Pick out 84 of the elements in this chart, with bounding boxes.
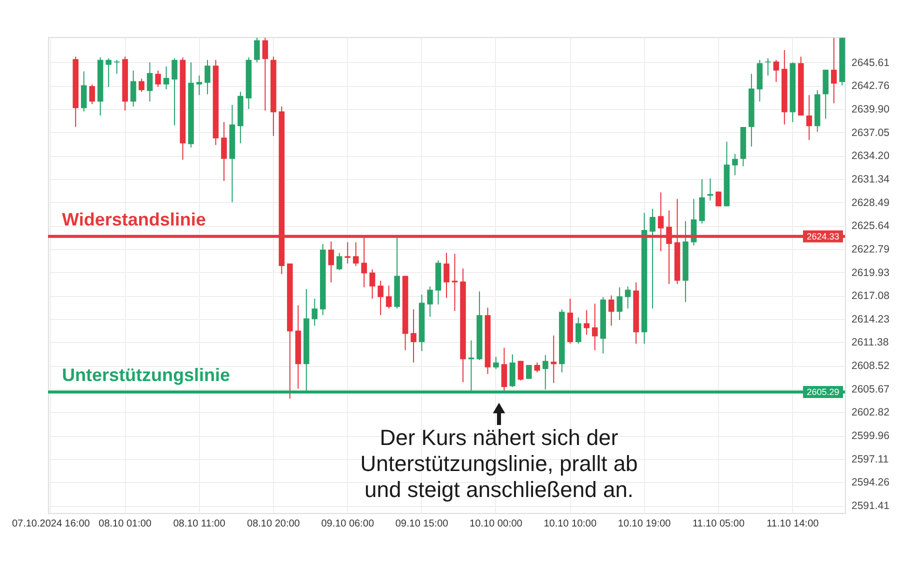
candlestick [106, 58, 112, 88]
x-tick-label: 11.10 05:00 [692, 518, 745, 530]
annotation: 2624.33 [806, 231, 840, 242]
y-tick-label: 2597.11 [852, 453, 889, 466]
y-tick-label: 2599.96 [852, 430, 890, 442]
candlestick [616, 286, 622, 320]
candlestick [114, 59, 120, 74]
y-tick-label: 2614.23 [852, 313, 890, 326]
y-tick-label: 2619.93 [852, 266, 890, 279]
y-tick-label: 2622.79 [852, 243, 890, 256]
y-tick-label: 2642.76 [852, 80, 890, 92]
candlestick [336, 252, 342, 271]
candlestick [773, 59, 780, 82]
ref-line-label: Unterstützungslinie [62, 365, 230, 386]
candlestick [130, 70, 136, 108]
candlestick [262, 37, 268, 112]
candlestick [501, 347, 508, 394]
x-tick-label: 08.10 01:00 [98, 518, 152, 530]
candlestick [204, 59, 210, 95]
candlestick [378, 280, 384, 316]
annotation: 2605.29 [806, 387, 840, 398]
x-tick-label: 10.10 19:00 [618, 518, 672, 530]
candlestick [518, 360, 524, 382]
candlestick [369, 268, 376, 300]
candlestick [352, 242, 359, 267]
candlestick [410, 308, 416, 364]
candlestick [830, 37, 837, 104]
ref-line-label: Widerstandslinie [62, 209, 206, 230]
x-tick-label: 08.10 11:00 [173, 518, 226, 530]
x-tick-label: 10.10 00:00 [470, 518, 523, 530]
candlestick [155, 70, 161, 88]
candlestick [624, 286, 631, 310]
x-tick-label: 11.10 14:00 [766, 518, 820, 530]
candlestick [452, 253, 458, 312]
candlestick [550, 335, 557, 384]
candlestick [765, 58, 771, 76]
x-tick-label: 09.10 15:00 [395, 518, 449, 530]
y-tick-label: 2645.61 [852, 56, 890, 69]
candlestick [254, 37, 260, 63]
y-tick-label: 2611.38 [852, 336, 889, 349]
candlestick [386, 285, 392, 310]
candlestick [196, 74, 202, 96]
candlestick [80, 70, 87, 112]
candlestick [328, 240, 334, 283]
candlestick [344, 242, 350, 264]
candlestick [526, 364, 532, 380]
candlestick [608, 294, 614, 326]
candlestick [534, 362, 540, 373]
candlestick [650, 208, 656, 310]
y-tick-label: 2628.49 [852, 196, 890, 209]
candlestick [172, 58, 178, 126]
y-tick-label: 2617.08 [852, 290, 890, 302]
x-tick-label: 08.10 20:00 [247, 518, 300, 530]
x-tick-label: 07.10.2024 16:00 [12, 518, 90, 530]
candlestick [427, 286, 433, 318]
candlestick [806, 94, 812, 141]
candlestick [138, 78, 144, 92]
candlestick [312, 298, 318, 326]
y-tick-label: 2637.05 [852, 126, 890, 139]
candlestick [221, 122, 227, 182]
y-tick-label: 2634.20 [852, 150, 890, 162]
x-tick-label: 09.10 06:00 [321, 518, 374, 530]
y-tick-label: 2594.26 [852, 476, 890, 489]
y-tick-label: 2608.52 [852, 360, 890, 372]
candlestick [510, 354, 516, 388]
candlestick [592, 303, 598, 351]
y-tick-label: 2605.67 [852, 383, 890, 396]
candlestick [584, 310, 590, 336]
x-tick-label: 10.10 10:00 [544, 518, 597, 530]
candlestick [732, 153, 738, 176]
y-tick-label: 2639.90 [852, 103, 890, 116]
y-tick-label: 2631.34 [852, 173, 890, 186]
candlestick [146, 62, 153, 102]
candlestick [699, 178, 705, 224]
candlestick [575, 317, 582, 344]
annotation: Der Kurs nähert sich der Unterstützungslinie, prallt ab und steigt anschließend an. [360, 425, 638, 502]
candlestick [89, 84, 95, 105]
candlestick [716, 191, 722, 207]
y-tick-label: 2602.82 [852, 406, 890, 419]
candlestick [163, 66, 170, 90]
candlestick [493, 356, 499, 370]
y-tick-label: 2591.41 [852, 500, 890, 512]
y-tick-label: 2625.64 [852, 220, 890, 232]
candlestick [444, 252, 450, 298]
